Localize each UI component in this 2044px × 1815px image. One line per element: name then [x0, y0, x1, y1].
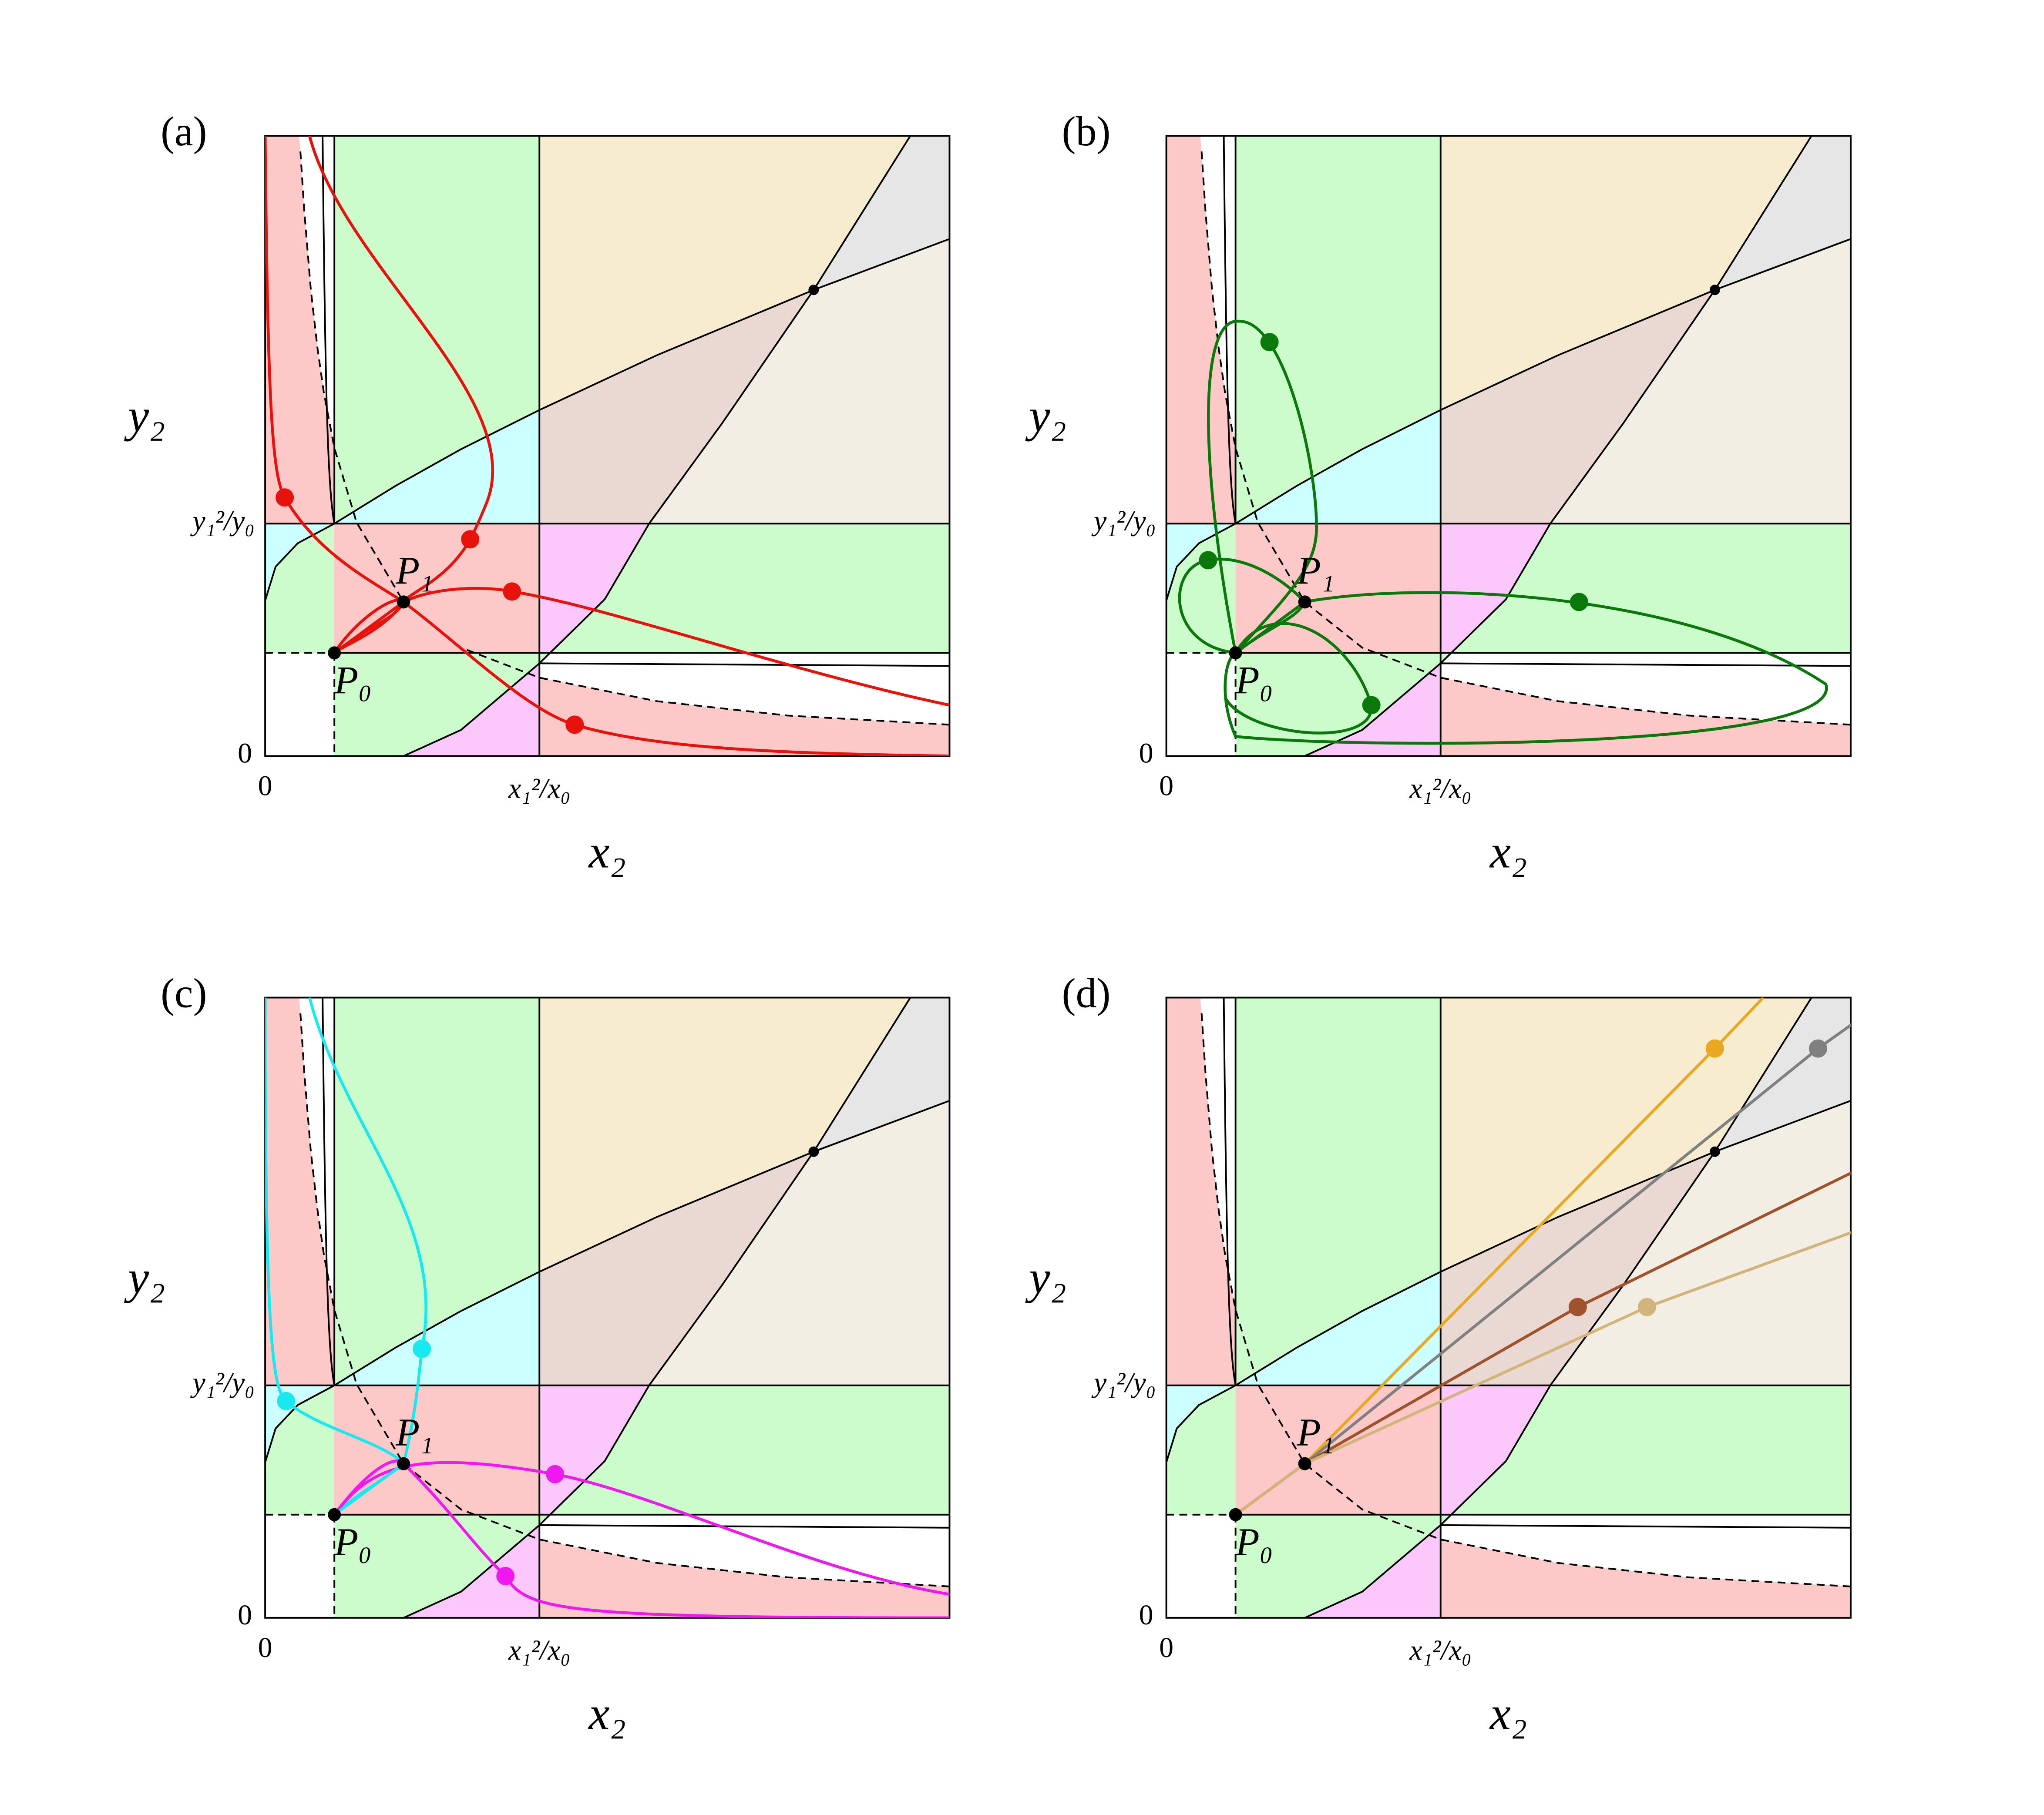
marker [1809, 1039, 1827, 1058]
marker [565, 715, 584, 734]
x-tick-label: x₁²/x₀ [508, 773, 571, 805]
point-dot [1229, 646, 1242, 660]
marker [503, 582, 521, 601]
marker [413, 1339, 431, 1358]
x-tick-label: x₁²/x₀ [508, 1634, 571, 1666]
point-label: P₁ [395, 549, 433, 592]
point-label: P₀ [334, 659, 372, 702]
point-label: P₀ [1235, 1520, 1273, 1563]
point-dot [328, 646, 341, 660]
x-tick-label: 0 [1159, 1632, 1173, 1664]
y-tick-label: 0 [238, 738, 252, 769]
x-tick-label: 0 [258, 1632, 272, 1664]
y-axis-label: y₂ [1025, 390, 1067, 442]
point-label: P₀ [334, 1520, 372, 1563]
point-dot [1298, 1457, 1311, 1470]
trajectories [1234, 997, 1851, 1516]
y-axis-label: y₂ [124, 1251, 165, 1303]
panel-label: (a) [161, 108, 207, 154]
trajectory [265, 136, 950, 756]
point-dot [1229, 1508, 1242, 1521]
x-axis-label: x₂ [1489, 826, 1527, 878]
marker [1260, 333, 1279, 352]
y-tick-label: 0 [1139, 1599, 1153, 1631]
panel-label: (b) [1062, 108, 1111, 154]
marker [496, 1567, 515, 1585]
marker [461, 530, 480, 549]
panel: (a) y₂ x₂ 0 x₁²/x₀ 0 y₁²/y₀ P₀ P₁ [124, 108, 951, 878]
marker [276, 488, 294, 507]
trajectory [265, 997, 405, 1465]
point-dot [397, 1457, 410, 1470]
marker [1637, 1298, 1656, 1316]
marker [546, 1465, 565, 1483]
panel-label: (d) [1062, 970, 1111, 1017]
point-label: P₁ [1297, 1411, 1335, 1454]
point-dot [328, 1508, 341, 1521]
panel: (c) y₂ x₂ 0 x₁²/x₀ 0 y₁²/y₀ P₀ P₁ [124, 970, 951, 1740]
x-axis-label: x₂ [588, 826, 626, 878]
marker [1705, 1039, 1724, 1058]
x-axis-label: x₂ [588, 1688, 626, 1740]
x-tick-label: 0 [258, 770, 272, 802]
y-axis-label: y₂ [124, 390, 165, 442]
marker [277, 1392, 296, 1410]
marker [1570, 593, 1588, 611]
trajectories [1178, 319, 1828, 745]
trajectories [265, 136, 950, 756]
y-tick-label: y₁²/y₀ [190, 505, 255, 537]
x-axis-label: x₂ [1489, 1688, 1527, 1740]
point-label: P₁ [1297, 549, 1335, 592]
panel-label: (c) [161, 970, 207, 1017]
trajectory [333, 601, 405, 654]
panel: (b) y₂ x₂ 0 x₁²/x₀ 0 y₁²/y₀ P₀ P₁ [1025, 108, 1852, 878]
trajectory [1207, 319, 1318, 654]
trajectory [333, 1461, 950, 1596]
x-tick-label: x₁²/x₀ [1409, 773, 1472, 805]
x-tick-label: x₁²/x₀ [1409, 1634, 1472, 1666]
marker [1568, 1298, 1587, 1316]
panel: (d) y₂ x₂ 0 x₁²/x₀ 0 y₁²/y₀ P₀ P₁ [1025, 970, 1852, 1740]
point-dot [397, 595, 410, 609]
trajectory [333, 1463, 405, 1516]
marker [1362, 696, 1381, 715]
y-tick-label: 0 [238, 1599, 252, 1631]
marker [1199, 551, 1217, 570]
y-tick-label: y₁²/y₀ [1091, 1367, 1156, 1399]
trajectories [265, 997, 950, 1618]
x-tick-label: 0 [1159, 770, 1173, 802]
trajectory [1234, 601, 1306, 654]
point-label: P₁ [395, 1411, 433, 1454]
y-tick-label: y₁²/y₀ [190, 1367, 255, 1399]
point-label: P₀ [1235, 659, 1273, 702]
point-dot [1298, 595, 1311, 609]
y-axis-label: y₂ [1025, 1251, 1067, 1303]
trajectory [1234, 1231, 1851, 1516]
trajectory [1224, 591, 1828, 745]
y-tick-label: y₁²/y₀ [1091, 505, 1156, 537]
y-tick-label: 0 [1139, 738, 1153, 769]
